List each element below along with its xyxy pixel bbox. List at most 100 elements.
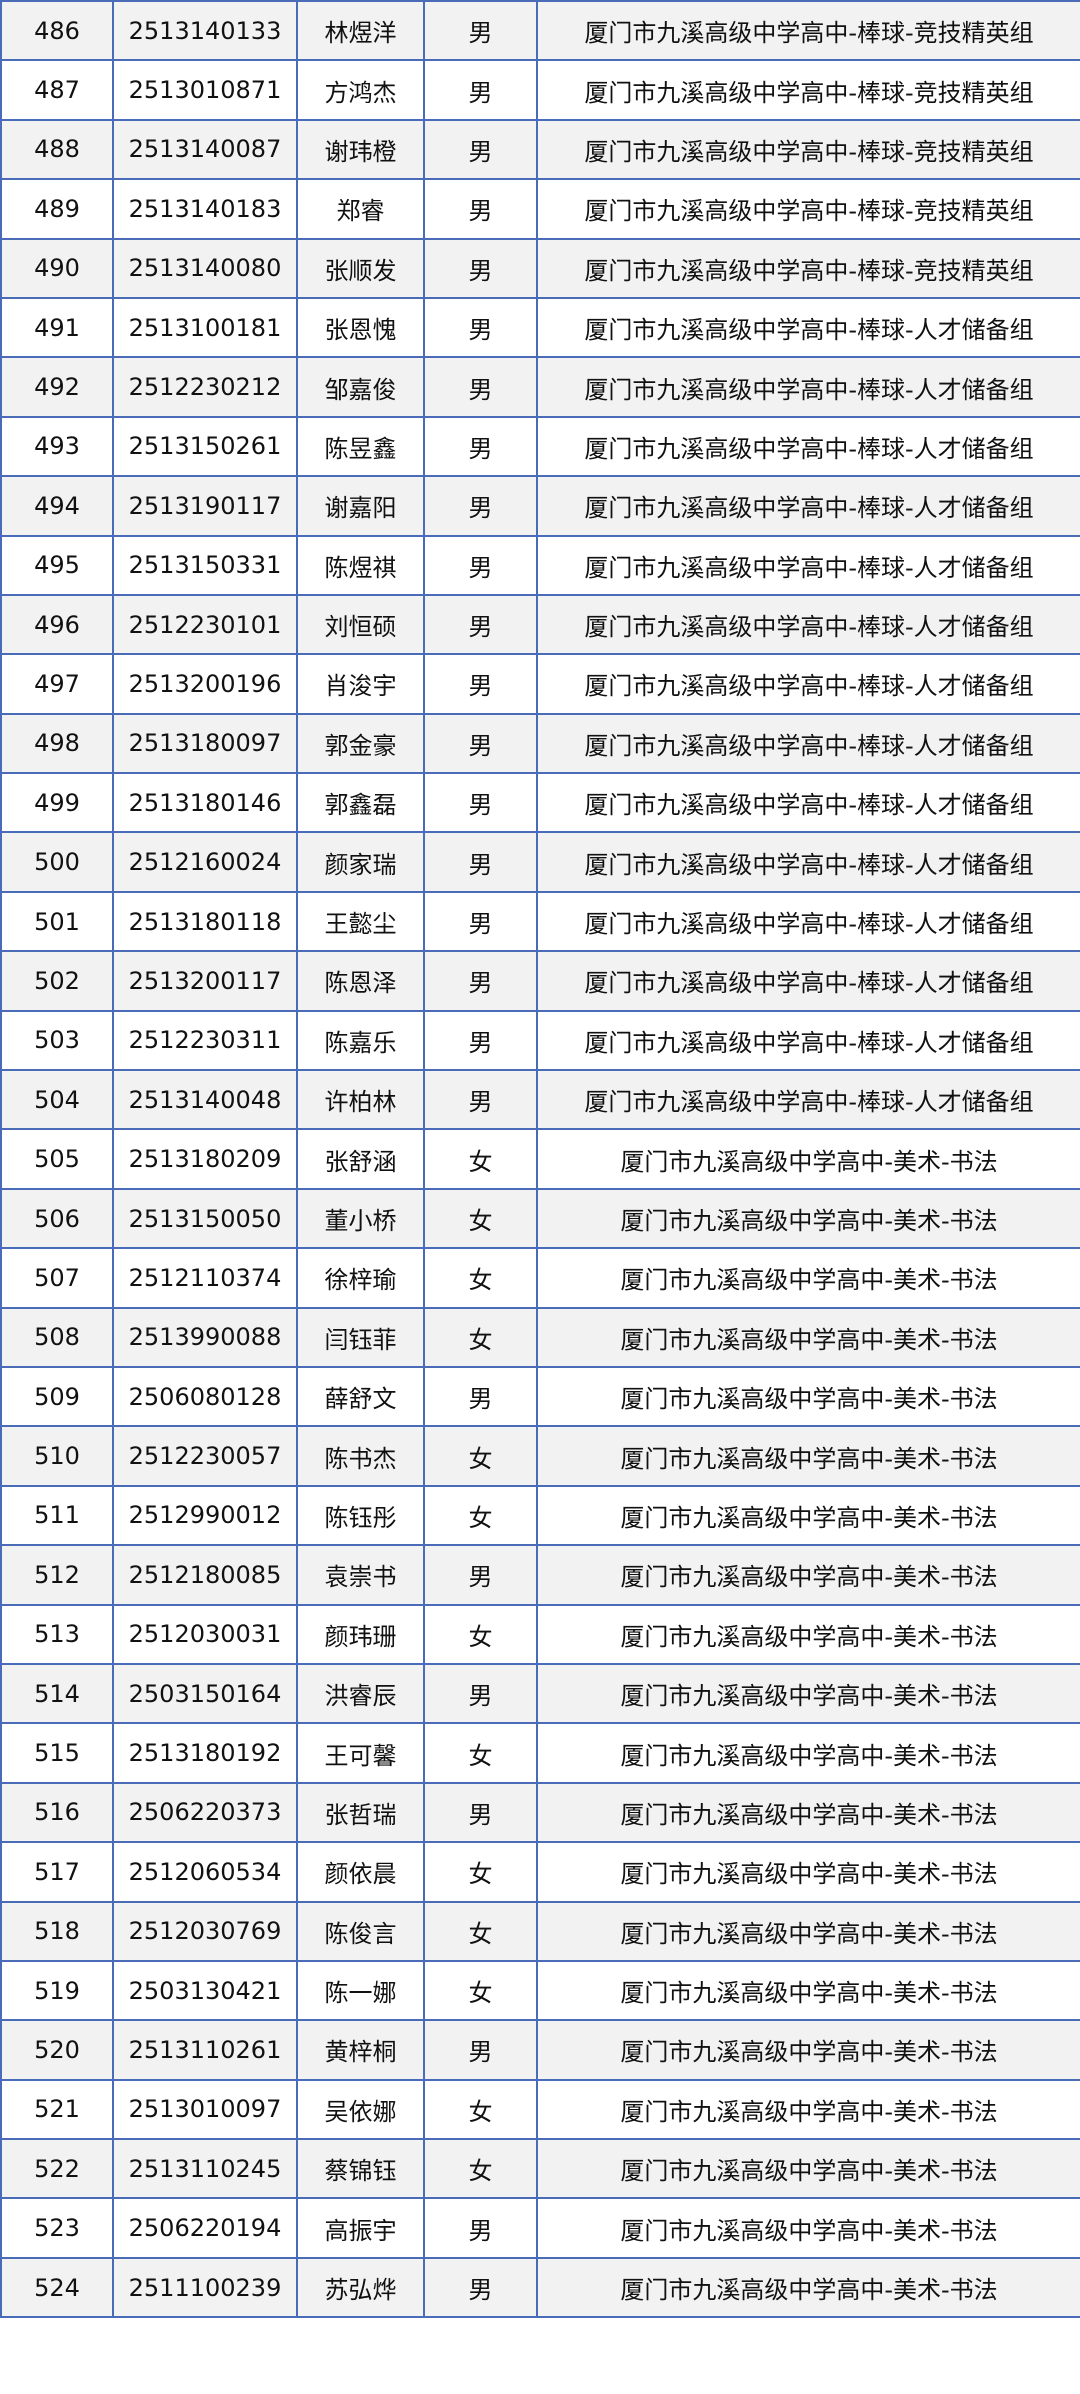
cell-group: 厦门市九溪高级中学高中-美术-书法 xyxy=(536,2019,1080,2081)
cell-id: 2513150331 xyxy=(112,534,298,596)
cell-index: 505 xyxy=(0,1128,114,1190)
cell-group: 厦门市九溪高级中学高中-棒球-人才储备组 xyxy=(536,712,1080,775)
cell-id: 2513180118 xyxy=(112,890,298,953)
cell-id: 2513110261 xyxy=(112,2019,298,2081)
cell-name: 颜玮珊 xyxy=(296,1603,425,1665)
cell-gender: 女 xyxy=(423,1425,538,1487)
cell-group: 厦门市九溪高级中学高中-美术-书法 xyxy=(536,1365,1080,1428)
cell-group: 厦门市九溪高级中学高中-棒球-人才储备组 xyxy=(536,356,1080,418)
cell-index: 506 xyxy=(0,1187,114,1250)
cell-index: 516 xyxy=(0,1781,114,1844)
cell-group: 厦门市九溪高级中学高中-美术-书法 xyxy=(536,2197,1080,2259)
cell-gender: 女 xyxy=(423,1603,538,1665)
table-row: 495 2513150331 陈煜祺男厦门市九溪高级中学高中-棒球-人才储备组 xyxy=(0,534,1080,596)
cell-group: 厦门市九溪高级中学高中-棒球-人才储备组 xyxy=(536,1009,1080,1072)
cell-name: 张舒涵 xyxy=(296,1128,425,1190)
table-body: 486 2513140133 林煜洋男厦门市九溪高级中学高中-棒球-竞技精英组 487… xyxy=(0,0,1080,2319)
cell-id: 2512230057 xyxy=(112,1425,298,1487)
cell-index: 504 xyxy=(0,1069,114,1131)
student-list-table: 486 2513140133 林煜洋男厦门市九溪高级中学高中-棒球-竞技精英组 487… xyxy=(0,0,1080,2319)
table-row: 517 2512060534 颜依晨女厦门市九溪高级中学高中-美术-书法 xyxy=(0,1841,1080,1903)
cell-name: 张顺发 xyxy=(296,237,425,299)
cell-group: 厦门市九溪高级中学高中-美术-书法 xyxy=(536,1306,1080,1368)
table-row: 508 2513990088 闫钰菲女厦门市九溪高级中学高中-美术-书法 xyxy=(0,1306,1080,1368)
cell-gender: 女 xyxy=(423,1959,538,2022)
cell-name: 王懿尘 xyxy=(296,890,425,953)
cell-gender: 男 xyxy=(423,653,538,715)
cell-gender: 男 xyxy=(423,1069,538,1131)
cell-name: 洪睿辰 xyxy=(296,1662,425,1725)
cell-group: 厦门市九溪高级中学高中-美术-书法 xyxy=(536,2256,1080,2319)
cell-gender: 男 xyxy=(423,1662,538,1725)
cell-group: 厦门市九溪高级中学高中-美术-书法 xyxy=(536,1544,1080,1606)
cell-index: 519 xyxy=(0,1959,114,2022)
cell-gender: 女 xyxy=(423,1187,538,1250)
cell-name: 陈书杰 xyxy=(296,1425,425,1487)
cell-index: 497 xyxy=(0,653,114,715)
cell-name: 郭鑫磊 xyxy=(296,772,425,834)
cell-gender: 女 xyxy=(423,1841,538,1903)
cell-name: 陈俊言 xyxy=(296,1900,425,1962)
table-row: 498 2513180097 郭金豪男厦门市九溪高级中学高中-棒球-人才储备组 xyxy=(0,712,1080,775)
table-row: 505 2513180209 张舒涵女厦门市九溪高级中学高中-美术-书法 xyxy=(0,1128,1080,1190)
cell-group: 厦门市九溪高级中学高中-棒球-人才储备组 xyxy=(536,1069,1080,1131)
cell-name: 黄梓桐 xyxy=(296,2019,425,2081)
cell-group: 厦门市九溪高级中学高中-棒球-竞技精英组 xyxy=(536,237,1080,299)
table-row: 500 2512160024 颜家瑞男厦门市九溪高级中学高中-棒球-人才储备组 xyxy=(0,831,1080,893)
cell-name: 蔡锦钰 xyxy=(296,2138,425,2200)
cell-id: 2512030769 xyxy=(112,1900,298,1962)
cell-index: 488 xyxy=(0,118,114,181)
cell-id: 2503130421 xyxy=(112,1959,298,2022)
cell-name: 高振宇 xyxy=(296,2197,425,2259)
cell-index: 489 xyxy=(0,178,114,240)
cell-index: 498 xyxy=(0,712,114,775)
cell-id: 2513200117 xyxy=(112,950,298,1012)
table-row: 513 2512030031 颜玮珊女厦门市九溪高级中学高中-美术-书法 xyxy=(0,1603,1080,1665)
table-row: 524 2511100239 苏弘烨男厦门市九溪高级中学高中-美术-书法 xyxy=(0,2256,1080,2319)
cell-index: 487 xyxy=(0,59,114,121)
cell-index: 517 xyxy=(0,1841,114,1903)
cell-index: 495 xyxy=(0,534,114,596)
cell-id: 2513140080 xyxy=(112,237,298,299)
cell-name: 苏弘烨 xyxy=(296,2256,425,2319)
cell-index: 490 xyxy=(0,237,114,299)
table-row: 493 2513150261 陈昱鑫男厦门市九溪高级中学高中-棒球-人才储备组 xyxy=(0,415,1080,478)
cell-gender: 男 xyxy=(423,2197,538,2259)
cell-gender: 女 xyxy=(423,2138,538,2200)
table-row: 501 2513180118 王懿尘男厦门市九溪高级中学高中-棒球-人才储备组 xyxy=(0,890,1080,953)
cell-group: 厦门市九溪高级中学高中-棒球-人才储备组 xyxy=(536,890,1080,953)
cell-name: 许柏林 xyxy=(296,1069,425,1131)
cell-gender: 女 xyxy=(423,1128,538,1190)
cell-name: 方鸿杰 xyxy=(296,59,425,121)
cell-group: 厦门市九溪高级中学高中-美术-书法 xyxy=(536,1781,1080,1844)
cell-gender: 男 xyxy=(423,1781,538,1844)
cell-id: 2513100181 xyxy=(112,296,298,359)
table-row: 490 2513140080 张顺发男厦门市九溪高级中学高中-棒球-竞技精英组 xyxy=(0,237,1080,299)
cell-gender: 男 xyxy=(423,1365,538,1428)
cell-index: 515 xyxy=(0,1722,114,1784)
cell-gender: 男 xyxy=(423,475,538,537)
table-row: 520 2513110261 黄梓桐男厦门市九溪高级中学高中-美术-书法 xyxy=(0,2019,1080,2081)
cell-id: 2513010097 xyxy=(112,2078,298,2141)
cell-index: 522 xyxy=(0,2138,114,2200)
table-row: 515 2513180192 王可馨女厦门市九溪高级中学高中-美术-书法 xyxy=(0,1722,1080,1784)
cell-name: 陈嘉乐 xyxy=(296,1009,425,1072)
cell-id: 2506220373 xyxy=(112,1781,298,1844)
cell-index: 494 xyxy=(0,475,114,537)
table-row: 502 2513200117 陈恩泽男厦门市九溪高级中学高中-棒球-人才储备组 xyxy=(0,950,1080,1012)
cell-gender: 男 xyxy=(423,59,538,121)
cell-id: 2512180085 xyxy=(112,1544,298,1606)
cell-group: 厦门市九溪高级中学高中-棒球-人才储备组 xyxy=(536,593,1080,656)
cell-id: 2513010871 xyxy=(112,59,298,121)
cell-index: 491 xyxy=(0,296,114,359)
cell-group: 厦门市九溪高级中学高中-棒球-人才储备组 xyxy=(536,296,1080,359)
cell-name: 袁崇书 xyxy=(296,1544,425,1606)
cell-group: 厦门市九溪高级中学高中-棒球-竞技精英组 xyxy=(536,178,1080,240)
cell-id: 2513140087 xyxy=(112,118,298,181)
table-row: 491 2513100181 张恩愧男厦门市九溪高级中学高中-棒球-人才储备组 xyxy=(0,296,1080,359)
cell-gender: 男 xyxy=(423,593,538,656)
table-row: 509 2506080128 薛舒文男厦门市九溪高级中学高中-美术-书法 xyxy=(0,1365,1080,1428)
table-row: 506 2513150050 董小桥女厦门市九溪高级中学高中-美术-书法 xyxy=(0,1187,1080,1250)
cell-id: 2503150164 xyxy=(112,1662,298,1725)
cell-name: 吴依娜 xyxy=(296,2078,425,2141)
